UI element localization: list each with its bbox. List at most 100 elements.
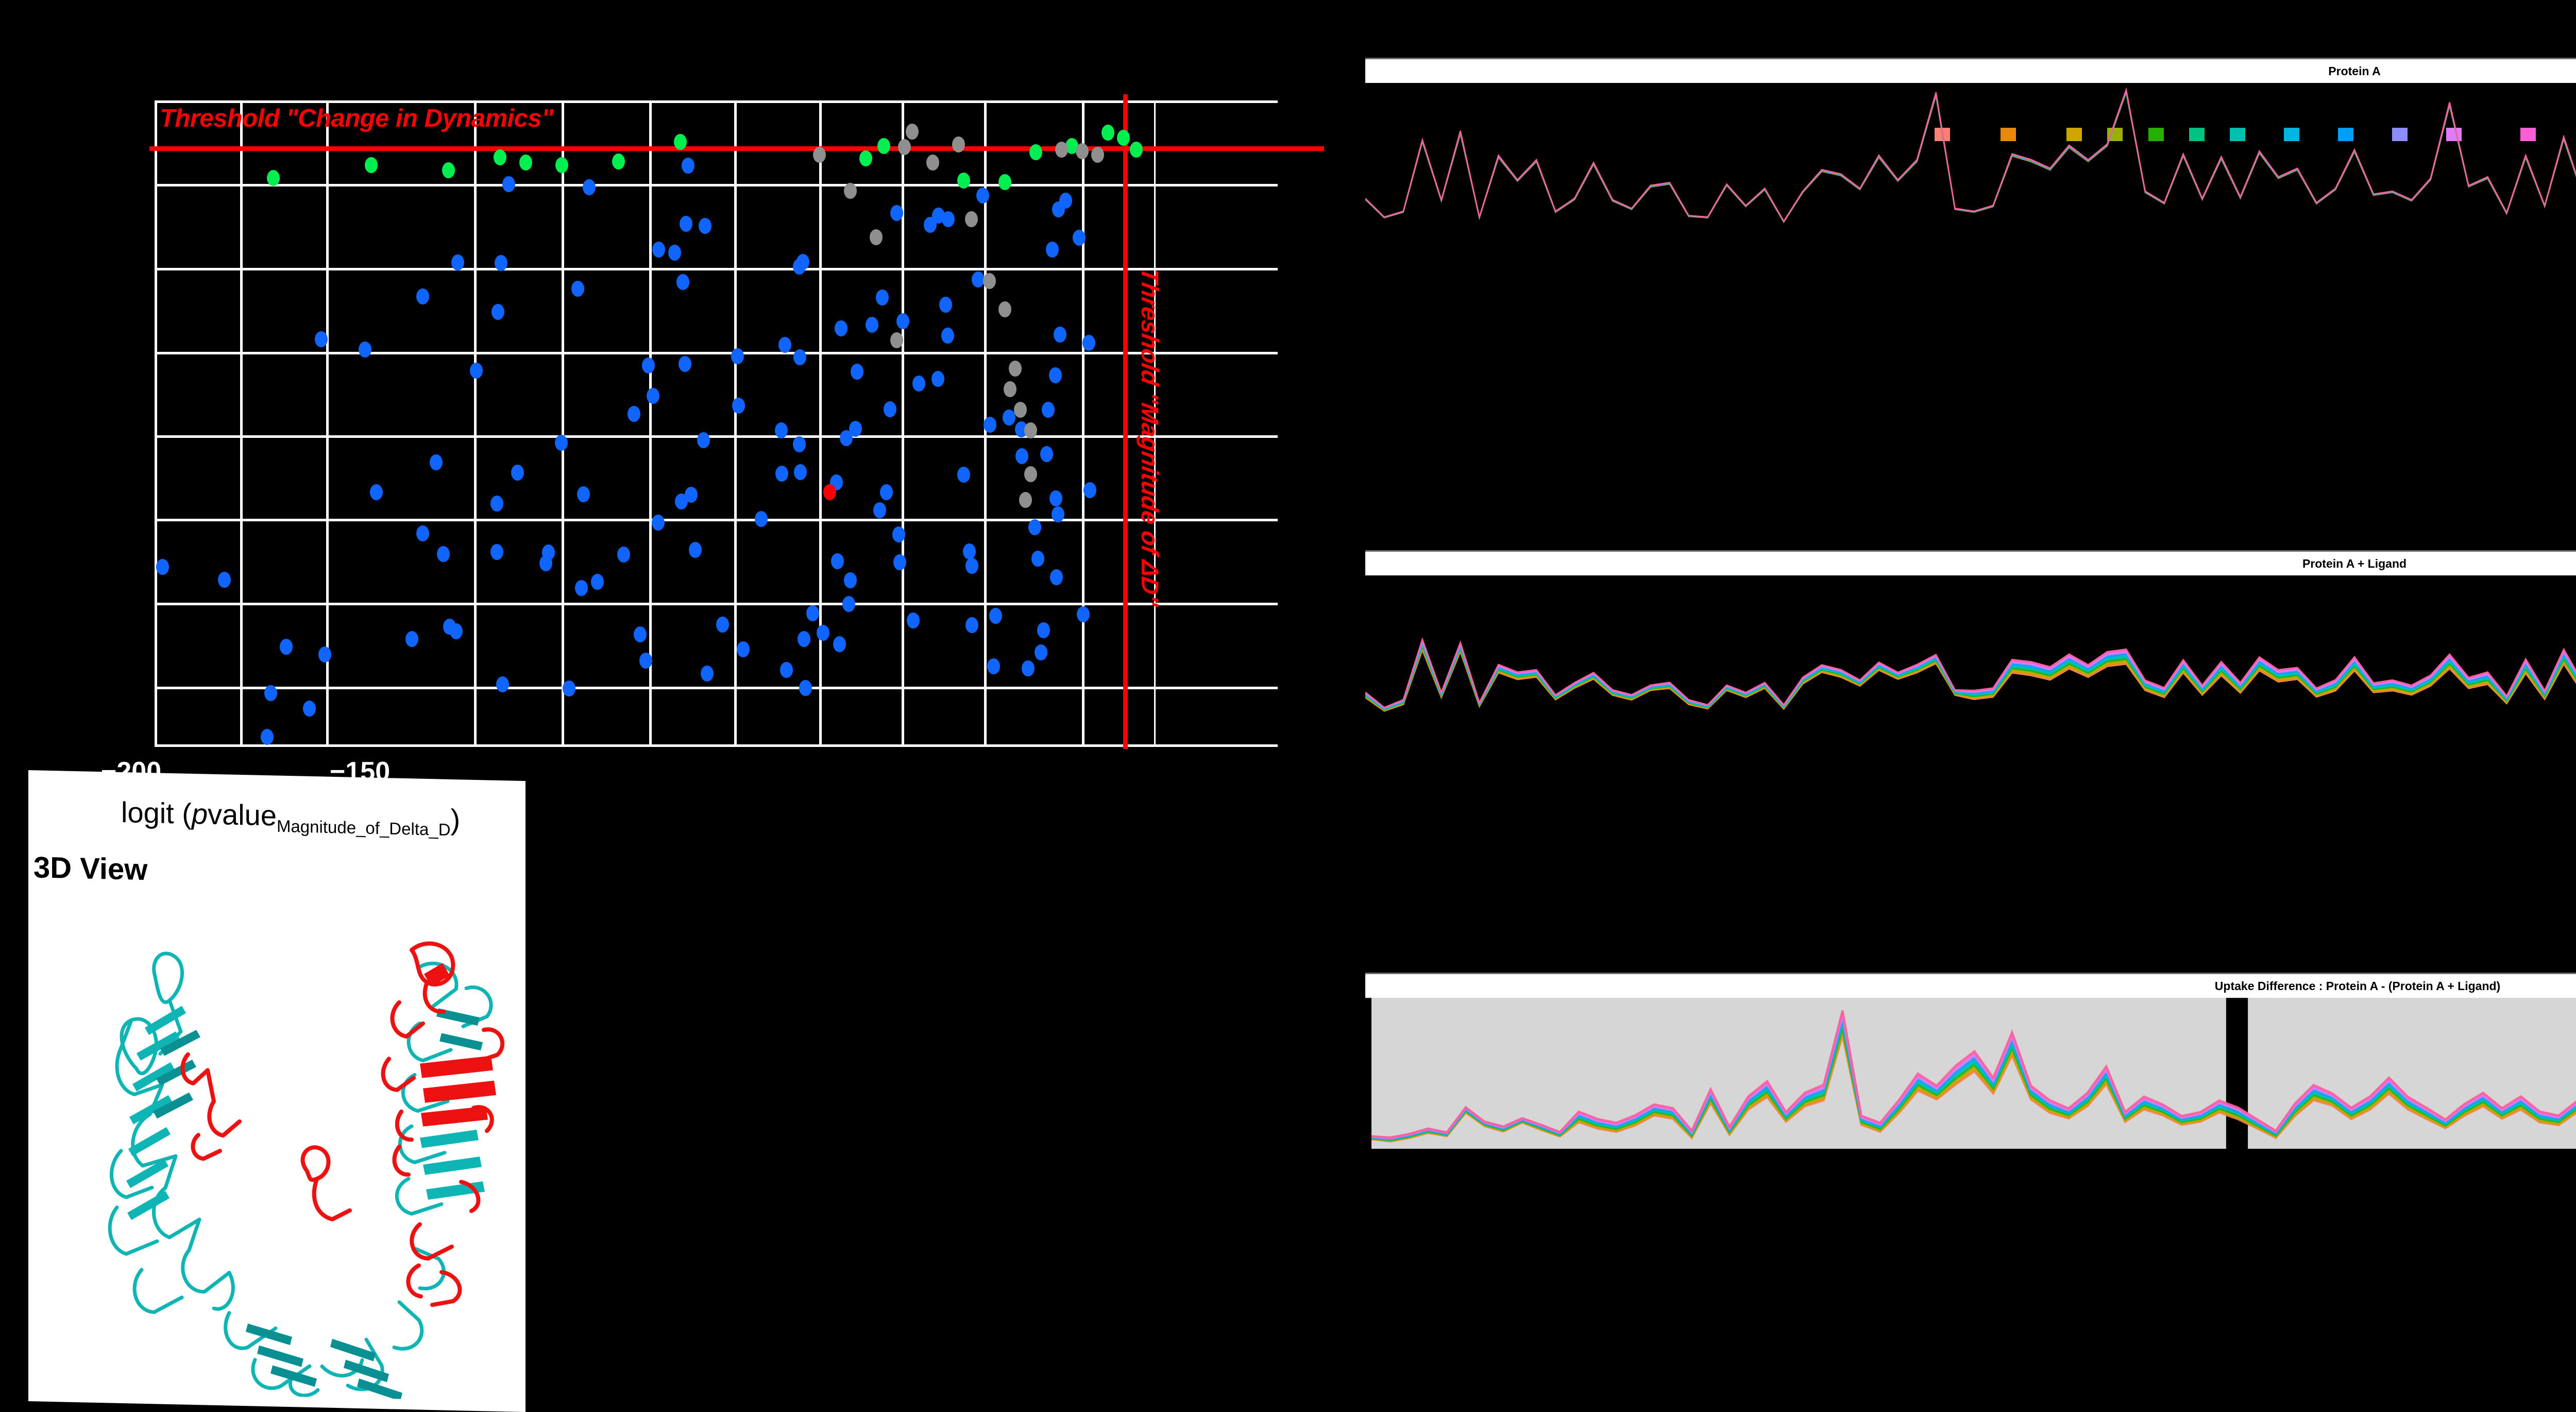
chart-canvas-protein-a[interactable] (1365, 81, 2576, 231)
scatter-point[interactable] (849, 420, 862, 437)
scatter-point[interactable] (1024, 422, 1037, 438)
scatter-point[interactable] (437, 546, 450, 562)
scatter-point[interactable] (890, 205, 903, 221)
scatter-point[interactable] (1049, 569, 1063, 586)
scatter-point[interactable] (1042, 402, 1055, 418)
scatter-point[interactable] (156, 559, 169, 575)
scatter-point[interactable] (844, 572, 857, 588)
scatter-point[interactable] (697, 432, 710, 448)
scatter-point[interactable] (941, 327, 954, 344)
scatter-point[interactable] (318, 647, 331, 662)
scatter-point[interactable] (957, 173, 970, 189)
scatter-point[interactable] (865, 316, 878, 333)
scatter-point[interactable] (806, 605, 820, 621)
scatter-point[interactable] (511, 465, 524, 481)
scatter-point[interactable] (906, 613, 920, 629)
scatter-point[interactable] (732, 398, 745, 414)
scatter-point[interactable] (494, 149, 506, 165)
scatter-point[interactable] (957, 466, 970, 483)
scatter-point[interactable] (261, 729, 274, 745)
scatter-point[interactable] (859, 150, 872, 166)
scatter-point[interactable] (892, 526, 905, 542)
scatter-point[interactable] (873, 502, 887, 518)
scatter-point[interactable] (906, 124, 919, 140)
volcano-plot-area[interactable]: Threshold "Change in Dynamics" Threshold… (149, 94, 1324, 749)
scatter-point[interactable] (502, 176, 516, 193)
scatter-point[interactable] (931, 370, 944, 387)
scatter-point[interactable] (679, 356, 692, 372)
scatter-point[interactable] (984, 416, 997, 433)
scatter-point[interactable] (647, 387, 660, 404)
scatter-point[interactable] (574, 580, 588, 596)
scatter-point[interactable] (884, 401, 897, 417)
scatter-point[interactable] (793, 259, 806, 275)
scatter-point[interactable] (998, 301, 1011, 317)
chart-canvas-protein-a-ligand[interactable] (1365, 574, 2576, 723)
scatter-point[interactable] (898, 139, 911, 155)
scatter-point[interactable] (627, 406, 640, 422)
scatter-point[interactable] (989, 608, 1003, 624)
scatter-point[interactable] (1028, 519, 1042, 536)
scatter-point[interactable] (816, 625, 829, 641)
scatter-point[interactable] (1015, 448, 1029, 464)
scatter-point[interactable] (879, 484, 893, 501)
scatter-point[interactable] (688, 541, 702, 558)
scatter-point[interactable] (931, 207, 945, 224)
scatter-point[interactable] (617, 547, 631, 563)
scatter-point[interactable] (1024, 466, 1037, 482)
scatter-point[interactable] (844, 183, 857, 199)
scatter-point[interactable] (1076, 143, 1089, 159)
scatter-point[interactable] (1029, 144, 1042, 160)
scatter-point[interactable] (987, 658, 1001, 675)
scatter-point[interactable] (983, 273, 996, 289)
scatter-point[interactable] (842, 596, 855, 613)
scatter-point[interactable] (952, 137, 965, 152)
protein-ribbon-structure[interactable] (59, 897, 513, 1401)
scatter-point[interactable] (490, 544, 503, 560)
scatter-point[interactable] (680, 216, 693, 232)
scatter-point[interactable] (793, 464, 807, 481)
scatter-point[interactable] (429, 454, 443, 470)
scatter-point[interactable] (797, 631, 810, 648)
scatter-point[interactable] (519, 155, 532, 171)
scatter-point[interactable] (876, 290, 889, 306)
scatter-point[interactable] (823, 484, 836, 500)
scatter-point[interactable] (1091, 147, 1104, 163)
scatter-point[interactable] (1073, 230, 1086, 246)
legend-swatch[interactable] (2392, 128, 2408, 141)
scatter-point[interactable] (555, 434, 568, 451)
scatter-point[interactable] (416, 288, 429, 304)
scatter-point[interactable] (890, 332, 903, 348)
scatter-point[interactable] (965, 617, 979, 633)
scatter-point[interactable] (365, 157, 378, 173)
scatter-point[interactable] (799, 679, 812, 696)
scatter-point[interactable] (1004, 381, 1016, 397)
scatter-point[interactable] (971, 271, 985, 287)
scatter-point[interactable] (963, 543, 976, 559)
legend-swatch[interactable] (2189, 128, 2205, 141)
series-legend[interactable] (1935, 128, 2576, 148)
scatter-point[interactable] (416, 525, 429, 541)
legend-swatch[interactable] (2148, 128, 2164, 141)
scatter-point[interactable] (492, 303, 505, 320)
scatter-point[interactable] (496, 676, 510, 693)
scatter-point[interactable] (676, 274, 689, 290)
scatter-point[interactable] (716, 616, 729, 633)
scatter-point[interactable] (539, 555, 552, 571)
scatter-point[interactable] (737, 641, 750, 657)
scatter-point[interactable] (850, 364, 863, 380)
scatter-point[interactable] (1049, 367, 1062, 384)
scatter-point[interactable] (1076, 606, 1090, 623)
scatter-point[interactable] (450, 623, 463, 639)
scatter-point[interactable] (267, 170, 280, 186)
legend-swatch[interactable] (2338, 128, 2354, 141)
scatter-point[interactable] (218, 572, 231, 588)
legend-swatch[interactable] (2520, 128, 2536, 141)
scatter-point[interactable] (1019, 492, 1032, 508)
scatter-point[interactable] (893, 554, 906, 570)
scatter-point[interactable] (835, 320, 848, 336)
scatter-point[interactable] (1101, 125, 1114, 141)
scatter-point[interactable] (793, 349, 806, 365)
scatter-point[interactable] (831, 553, 844, 569)
scatter-point[interactable] (1053, 327, 1066, 343)
